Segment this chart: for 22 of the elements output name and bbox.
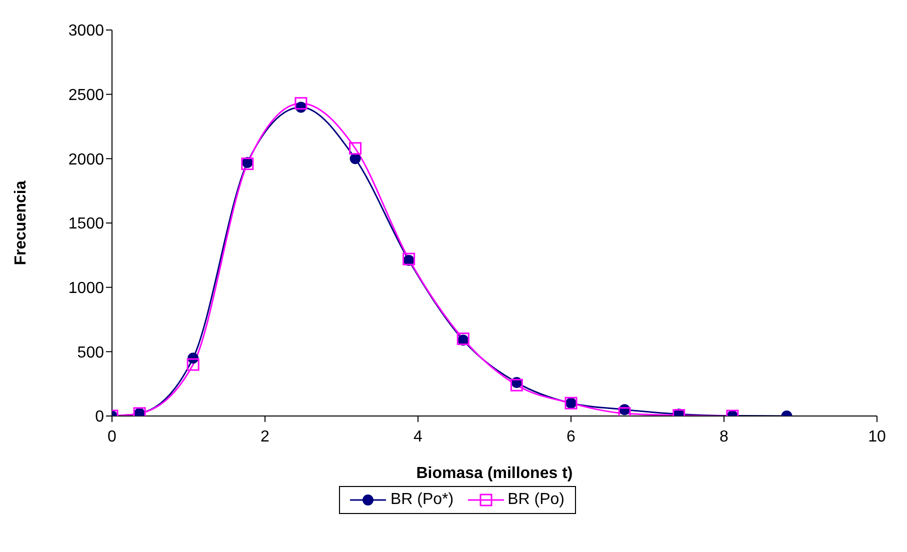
y-axis-title: Frecuencia	[12, 180, 30, 266]
x-tick-label: 10	[868, 428, 886, 446]
legend-label: BR (Po*)	[389, 491, 454, 509]
y-tick-label: 0	[95, 408, 104, 426]
x-tick-label: 0	[108, 428, 117, 446]
y-tick-label: 2500	[68, 87, 104, 104]
x-tick-label: 8	[720, 428, 729, 446]
y-tick-label: 2000	[68, 151, 104, 168]
point	[510, 378, 523, 392]
legend-label: BR (Po)	[506, 491, 565, 509]
x-tick-label: 2	[260, 428, 270, 446]
point	[186, 358, 200, 371]
x-tick-label: 6	[566, 428, 576, 446]
point	[350, 153, 361, 164]
y-tick-label: 500	[77, 344, 104, 362]
y-tick-label: 1500	[68, 216, 104, 233]
x-tick-label: 4	[414, 428, 423, 446]
x-axis-title: Biomasa (millones t)	[416, 465, 573, 482]
point	[349, 142, 362, 155]
y-tick-label: 1000	[68, 280, 104, 298]
point	[294, 97, 308, 110]
y-tick-label: 3000	[68, 22, 104, 40]
